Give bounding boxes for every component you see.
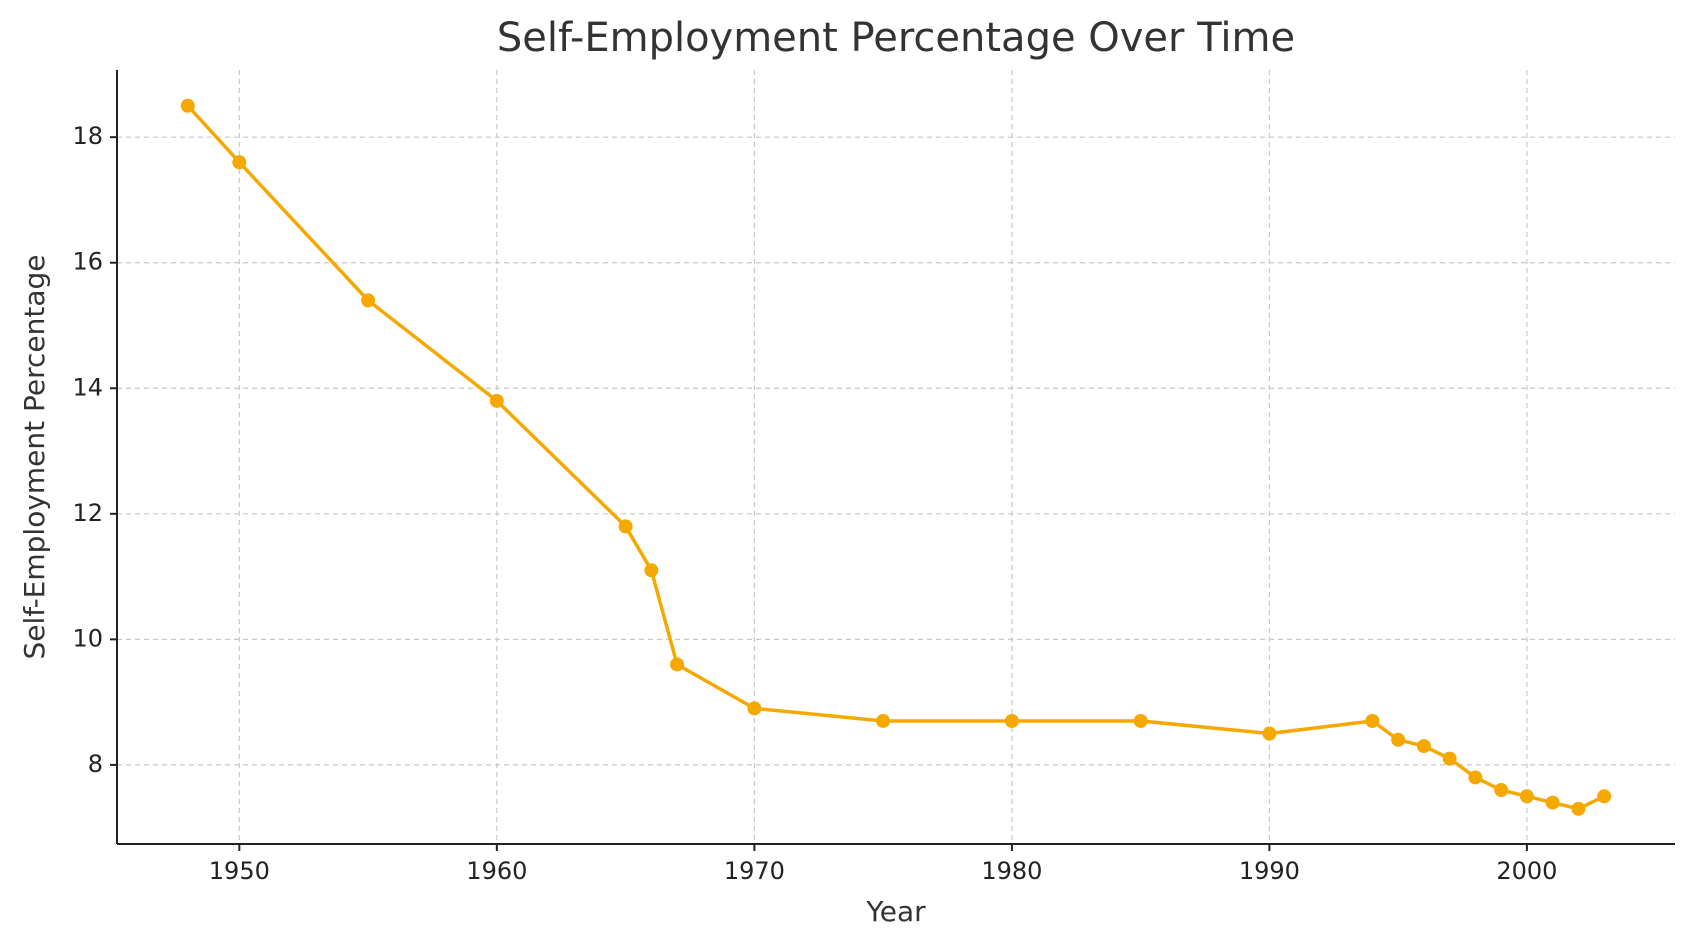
point [747,701,762,716]
point [1391,732,1406,747]
x-tick-label: 1950 [209,857,270,885]
x-tick-label: 2000 [1496,857,1557,885]
point [1571,801,1586,816]
x-tick-label: 1970 [724,857,785,885]
y-tick-label: 10 [72,624,103,652]
point [1545,795,1560,810]
y-tick-label: 16 [72,248,103,276]
point [876,713,891,728]
point [1365,713,1380,728]
x-tick-label: 1960 [466,857,527,885]
point [1519,789,1534,804]
point [618,519,633,534]
y-axis-label: Self-Employment Percentage [18,254,51,659]
point [232,155,247,170]
point [670,657,685,672]
point [1597,789,1612,804]
y-tick-label: 12 [72,499,103,527]
point [1262,726,1277,741]
chart-title: Self-Employment Percentage Over Time [497,15,1295,61]
y-tick-label: 8 [88,750,103,778]
point [1133,713,1148,728]
point [1494,783,1509,798]
point [1416,739,1431,754]
point [644,563,659,578]
x-tick-label: 1980 [981,857,1042,885]
point [1468,770,1483,785]
x-axis-label: Year [865,895,926,928]
point [1004,713,1019,728]
point [361,293,376,308]
line [186,104,1605,811]
y-tick-label: 18 [72,122,103,150]
y-tick-label: 14 [72,373,103,401]
x-tick-label: 1990 [1239,857,1300,885]
point [180,98,195,113]
point [489,393,504,408]
point [1442,751,1457,766]
